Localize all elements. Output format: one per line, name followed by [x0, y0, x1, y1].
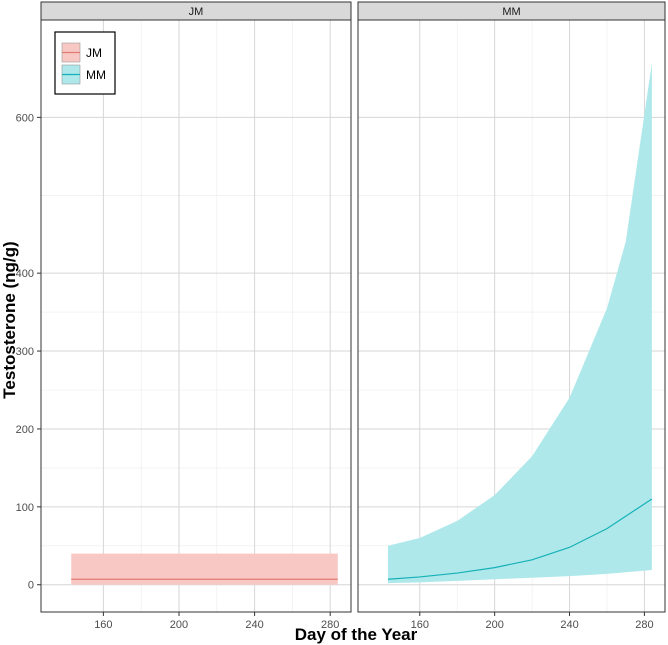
legend: JM MM: [54, 31, 116, 95]
facet-strip-label: MM: [502, 6, 520, 18]
x-tick-label: 200: [170, 619, 188, 631]
facet-strip-label: JM: [189, 6, 204, 18]
panel-border: [357, 19, 666, 613]
confidence-band-mm: [387, 62, 652, 584]
legend-item-mm: MM: [61, 64, 106, 85]
fit-line-mm: [387, 498, 653, 580]
legend-label: JM: [86, 46, 102, 60]
panel-mm: MM 160 200 240 280: [357, 1, 666, 631]
y-tick-label: 0: [28, 580, 34, 592]
panels: JM 160 200 240 280 0 100 200 300 400 600 MM 160 200 24…: [16, 1, 666, 631]
x-tick-label: 200: [485, 619, 503, 631]
x-tick-label: 240: [560, 619, 578, 631]
y-tick-label: 200: [16, 424, 34, 436]
x-axis-title: Day of the Year: [295, 625, 418, 644]
x-tick-label: 160: [411, 619, 429, 631]
panel-border: [40, 19, 352, 613]
legend-label: MM: [86, 68, 106, 82]
y-tick-label: 400: [16, 268, 34, 280]
panel-background: [41, 20, 351, 612]
y-tick-label: 600: [16, 112, 34, 124]
x-tick-label: 280: [321, 619, 339, 631]
x-tick-label: 240: [245, 619, 263, 631]
confidence-band-jm: [71, 553, 338, 585]
y-tick-label: 300: [16, 346, 34, 358]
y-axis-title: Testosterone (ng/g): [0, 241, 19, 398]
y-tick-label: 100: [16, 502, 34, 514]
panel-jm: JM 160 200 240 280 0 100 200 300 400 600: [16, 1, 352, 631]
x-tick-label: 160: [94, 619, 112, 631]
x-tick-label: 280: [635, 619, 653, 631]
legend-item-jm: JM: [61, 42, 102, 63]
legend-box: [54, 31, 116, 95]
